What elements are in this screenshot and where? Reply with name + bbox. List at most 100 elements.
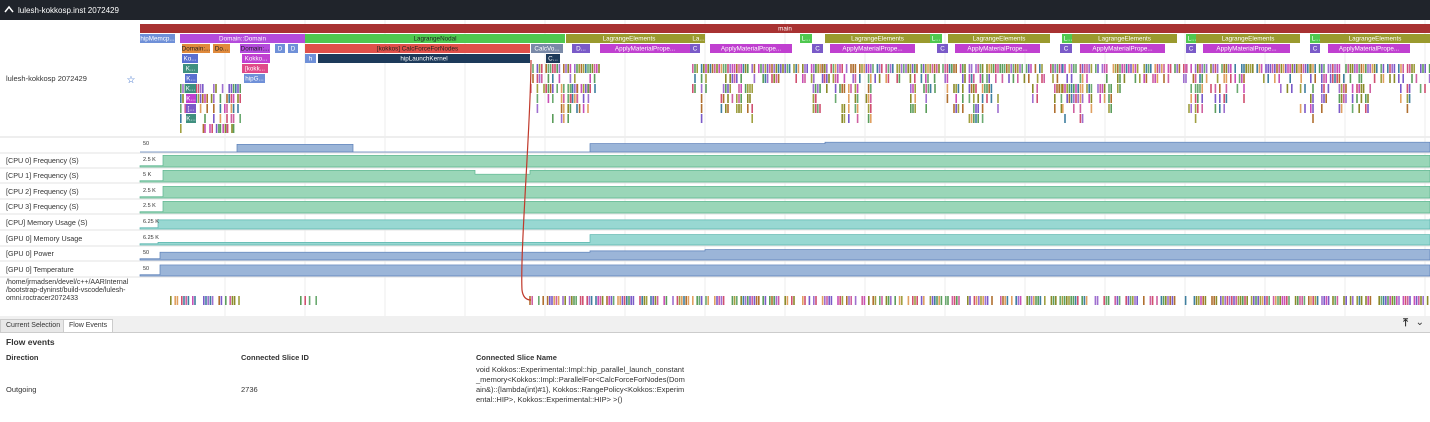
slice-fragment bbox=[1304, 104, 1306, 113]
slice-label: C bbox=[693, 46, 698, 53]
slice[interactable] bbox=[937, 44, 948, 53]
slice-fragment bbox=[1190, 104, 1192, 113]
slice-fragment bbox=[1201, 84, 1203, 93]
slice[interactable] bbox=[140, 24, 1430, 33]
collapse-button[interactable]: ⌄ bbox=[1415, 317, 1424, 328]
slice[interactable] bbox=[288, 44, 298, 53]
slice[interactable] bbox=[546, 54, 560, 63]
slice[interactable] bbox=[572, 44, 590, 53]
slice-fragment bbox=[843, 74, 846, 83]
slice[interactable] bbox=[1310, 34, 1322, 43]
slice-fragment bbox=[716, 64, 718, 73]
tab-active[interactable]: Flow Events bbox=[63, 319, 114, 333]
slice-fragment bbox=[1136, 64, 1139, 73]
slice[interactable] bbox=[318, 54, 530, 63]
slice[interactable] bbox=[140, 34, 175, 43]
slice[interactable] bbox=[213, 44, 230, 53]
slice[interactable] bbox=[182, 54, 198, 63]
slice-fragment bbox=[733, 64, 736, 73]
slice[interactable] bbox=[186, 104, 196, 113]
slice-fragment bbox=[1365, 64, 1367, 73]
slice-fragment bbox=[621, 296, 624, 305]
counter-scale: 6.25 K bbox=[143, 235, 159, 241]
slice[interactable] bbox=[185, 84, 196, 93]
slice-fragment bbox=[1086, 74, 1088, 83]
slice-fragment bbox=[1237, 296, 1240, 305]
slice-fragment bbox=[1376, 64, 1378, 73]
slice-fragment bbox=[239, 114, 241, 123]
slice-label: C... bbox=[548, 56, 558, 63]
slice[interactable] bbox=[186, 94, 196, 103]
slice[interactable] bbox=[183, 64, 198, 73]
slice[interactable] bbox=[275, 44, 285, 53]
pin-star[interactable]: ☆ bbox=[127, 75, 136, 86]
slice-fragment bbox=[1420, 296, 1422, 305]
pin-button[interactable]: ⤒ bbox=[1403, 317, 1408, 329]
slice-fragment bbox=[1380, 296, 1383, 305]
slice-fragment bbox=[948, 64, 951, 73]
slice[interactable] bbox=[930, 34, 942, 43]
slice-fragment bbox=[1062, 104, 1064, 113]
slice-fragment bbox=[1214, 84, 1217, 93]
slice[interactable] bbox=[182, 44, 210, 53]
slice[interactable] bbox=[1310, 44, 1320, 53]
slice-fragment bbox=[784, 296, 786, 305]
slice-fragment bbox=[219, 124, 222, 133]
slice[interactable] bbox=[825, 34, 930, 43]
slice-fragment bbox=[582, 104, 585, 113]
slice[interactable] bbox=[600, 44, 690, 53]
slice-fragment bbox=[1077, 296, 1079, 305]
slice[interactable] bbox=[955, 44, 1040, 53]
slice[interactable] bbox=[185, 74, 197, 83]
slice-fragment bbox=[549, 64, 552, 73]
slice[interactable] bbox=[1186, 34, 1198, 43]
slice[interactable] bbox=[305, 44, 530, 53]
slice[interactable] bbox=[186, 114, 196, 123]
slice[interactable] bbox=[305, 54, 316, 63]
slice[interactable] bbox=[180, 34, 305, 43]
slice[interactable] bbox=[1196, 34, 1300, 43]
slice[interactable] bbox=[1186, 44, 1196, 53]
slice[interactable] bbox=[1328, 44, 1410, 53]
slice[interactable] bbox=[240, 44, 270, 53]
cell[interactable]: 2736 bbox=[241, 385, 258, 394]
slice-fragment bbox=[751, 84, 753, 93]
slice[interactable] bbox=[830, 44, 915, 53]
slice-fragment bbox=[1154, 74, 1156, 83]
slice[interactable] bbox=[531, 44, 563, 53]
slice-fragment bbox=[958, 296, 960, 305]
slice[interactable] bbox=[566, 34, 692, 43]
slice[interactable] bbox=[244, 74, 265, 83]
collapse-icon[interactable] bbox=[4, 5, 14, 13]
slice-fragment bbox=[727, 104, 729, 113]
slice[interactable] bbox=[690, 44, 700, 53]
slice[interactable] bbox=[305, 34, 565, 43]
slice[interactable] bbox=[800, 34, 812, 43]
slice[interactable] bbox=[1320, 34, 1430, 43]
slice-fragment bbox=[925, 64, 927, 73]
slice-fragment bbox=[1162, 296, 1165, 305]
slice-fragment bbox=[1283, 296, 1286, 305]
slice[interactable] bbox=[812, 44, 823, 53]
slice[interactable] bbox=[242, 64, 268, 73]
slice[interactable] bbox=[710, 44, 792, 53]
slice[interactable] bbox=[1203, 44, 1290, 53]
slice-fragment bbox=[738, 104, 740, 113]
slice[interactable] bbox=[692, 34, 705, 43]
slice[interactable] bbox=[1080, 44, 1165, 53]
slice-fragment bbox=[1117, 84, 1119, 93]
slice[interactable] bbox=[1072, 34, 1177, 43]
slice-fragment bbox=[1274, 74, 1276, 83]
tab[interactable]: Current Selection bbox=[0, 319, 67, 333]
slice[interactable] bbox=[1062, 34, 1074, 43]
slice[interactable] bbox=[948, 34, 1050, 43]
slice-fragment bbox=[1358, 296, 1361, 305]
slice-fragment bbox=[587, 104, 589, 113]
slice-fragment bbox=[1389, 74, 1391, 83]
slice[interactable] bbox=[242, 54, 270, 63]
counter-area bbox=[140, 141, 1430, 153]
slice-fragment bbox=[1332, 64, 1334, 73]
slice-fragment bbox=[1199, 84, 1201, 93]
slice[interactable] bbox=[1060, 44, 1072, 53]
slice-fragment bbox=[909, 64, 912, 73]
